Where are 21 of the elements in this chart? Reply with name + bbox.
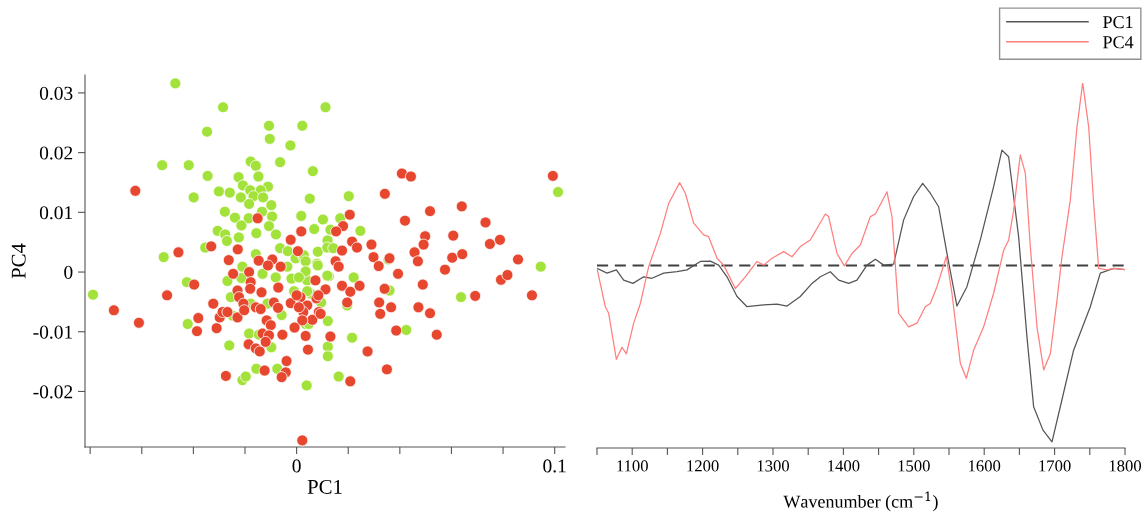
- y-tick-label: -0.02: [33, 385, 73, 399]
- x-axis-title: PC1: [307, 479, 342, 494]
- x-tick-label: 1200: [687, 460, 719, 472]
- x-tick-label: 1400: [828, 460, 860, 472]
- x-tick-label: 1800: [1109, 460, 1142, 472]
- x-tick-label: 0.1: [543, 459, 566, 473]
- legend-label: PC1: [1103, 16, 1133, 29]
- x-tick-label: 1300: [757, 460, 790, 472]
- legend-label: PC4: [1103, 36, 1134, 49]
- y-tick-label: 0.01: [39, 206, 73, 220]
- y-tick-label: 0.03: [39, 86, 73, 100]
- x-tick-label: 1500: [898, 460, 930, 472]
- x-tick-label: 1100: [617, 460, 648, 472]
- y-axis-title: PC4: [11, 243, 26, 279]
- x-tick-label: 0: [292, 459, 301, 473]
- x-tick-label: 1700: [1039, 460, 1071, 472]
- x-tick-label: 1600: [969, 460, 1001, 472]
- y-tick-label: -0.01: [33, 325, 73, 339]
- y-tick-label: 0: [64, 265, 73, 279]
- y-tick-label: 0.02: [39, 146, 73, 160]
- x-axis-title: Wavenumber (cm$^{−1}$): [783, 491, 938, 512]
